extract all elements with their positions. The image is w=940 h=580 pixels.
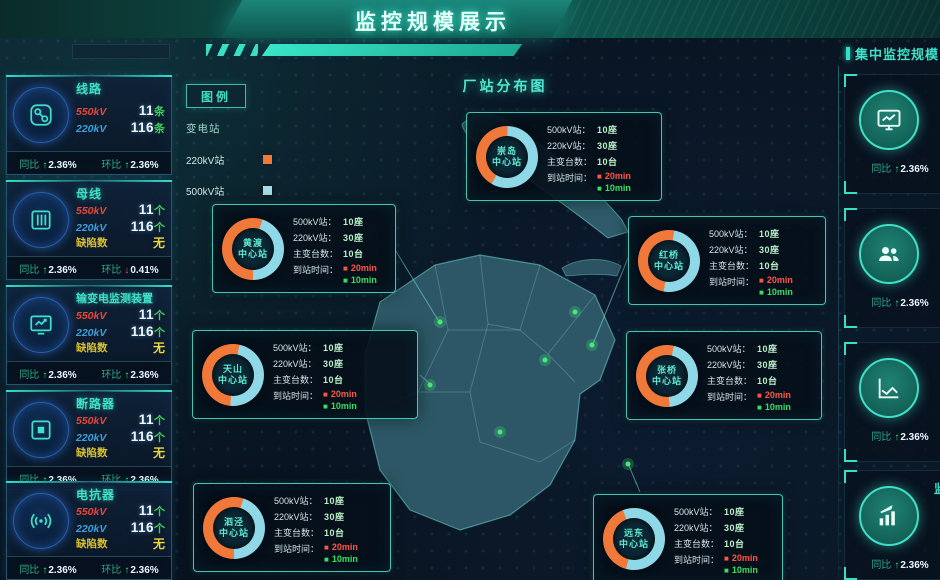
card-footer: 同比2.36% 环比0.41% bbox=[7, 256, 171, 279]
card-footer: 同比2.36% bbox=[845, 160, 940, 175]
stat-row: 550kV 11个 bbox=[76, 503, 165, 518]
right-card-trend[interactable]: 同比2.36% bbox=[844, 342, 940, 462]
station-donut-chart: 崇岛 中心站 bbox=[476, 125, 538, 188]
stat-row: 550kV 11个 bbox=[76, 412, 165, 427]
card-footer: 同比2.36% bbox=[845, 428, 940, 443]
card-label-fragment: 监控 bbox=[933, 482, 940, 496]
card-footer: 同比2.36% 环比2.36% bbox=[7, 361, 171, 384]
breaker-icon bbox=[13, 401, 69, 458]
decor-slab bbox=[72, 44, 170, 59]
map-title: 厂站分布图 bbox=[462, 78, 548, 94]
card-title: 输变电监测装置 bbox=[76, 293, 153, 305]
right-card-scale[interactable]: 监控 2 同比2.36% bbox=[844, 470, 940, 580]
card-title: 母线 bbox=[76, 187, 103, 201]
card-footer: 同比2.36% bbox=[845, 294, 940, 309]
banner-pattern bbox=[570, 0, 940, 38]
defect-row: 缺陷数无 bbox=[76, 341, 165, 355]
stat-row: 220kV 116个 bbox=[76, 429, 165, 444]
stat-row: 550kV 11个 bbox=[76, 307, 165, 322]
line-link-icon bbox=[13, 86, 69, 143]
stat-row: 550kV 11个 bbox=[76, 202, 165, 217]
legend-item-500kv[interactable]: 500kV站 bbox=[186, 183, 272, 198]
station-donut-chart: 张桥 中心站 bbox=[636, 344, 698, 407]
right-card-monitoring[interactable]: 集 同比2.36% bbox=[844, 74, 940, 194]
card-footer: 同比2.36% bbox=[845, 556, 940, 571]
top-banner bbox=[0, 0, 940, 38]
monitor-chart-icon bbox=[859, 90, 919, 150]
card-footer: 同比2.36% 环比2.36% bbox=[7, 151, 171, 174]
busbar-icon bbox=[13, 191, 69, 248]
bar-chart-icon bbox=[859, 486, 919, 546]
legend-swatch-220kv bbox=[263, 155, 272, 164]
line-chart-icon bbox=[859, 358, 919, 418]
station-donut-chart: 红桥 中心站 bbox=[638, 229, 700, 292]
right-card-users[interactable]: 同比2.36% bbox=[844, 208, 940, 328]
page-title: 监控规模展示 bbox=[355, 11, 511, 34]
stat-row: 220kV 116个 bbox=[76, 324, 165, 339]
defect-row: 缺陷数无 bbox=[76, 446, 165, 460]
card-title: 断路器 bbox=[76, 397, 116, 411]
right-panel-title: 集中监控规模 bbox=[846, 44, 939, 63]
stat-row: 550kV 11条 bbox=[76, 103, 165, 118]
station-donut-chart: 天山 中心站 bbox=[202, 343, 264, 406]
map-island-small bbox=[561, 259, 622, 277]
right-panel-divider bbox=[838, 66, 839, 580]
stat-row: 220kV 116个 bbox=[76, 219, 165, 234]
card-footer: 同比2.36% 环比2.36% bbox=[7, 556, 171, 579]
map-mainland bbox=[364, 254, 616, 531]
legend-title: 图例 bbox=[186, 84, 246, 108]
station-donut-chart: 远东 中心站 bbox=[603, 507, 665, 570]
title-tick-icon bbox=[846, 47, 850, 60]
monitor-device-icon bbox=[13, 296, 69, 353]
legend-item-220kv[interactable]: 220kV站 bbox=[186, 152, 272, 167]
stat-row: 220kV 116个 bbox=[76, 520, 165, 535]
station-donut-chart: 泗泾 中心站 bbox=[203, 496, 265, 559]
defect-row: 缺陷数无 bbox=[76, 537, 165, 551]
users-icon bbox=[859, 224, 919, 284]
stat-card-lines[interactable]: 线路 550kV 11条 220kV 116条 同比2.36% 环比2.36% bbox=[6, 75, 172, 175]
defect-row: 缺陷数无 bbox=[76, 236, 165, 250]
station-donut-chart: 黄渡 中心站 bbox=[222, 217, 284, 280]
map-legend: 图例 变电站 220kV站 500kV站 bbox=[186, 84, 296, 198]
legend-group-label: 变电站 bbox=[186, 123, 221, 135]
legend-swatch-500kv bbox=[263, 186, 272, 195]
card-title: 电抗器 bbox=[76, 488, 116, 502]
decor-stripes bbox=[206, 44, 523, 56]
card-title: 线路 bbox=[76, 82, 103, 96]
reactor-icon bbox=[13, 492, 69, 549]
stat-row: 220kV 116条 bbox=[76, 120, 165, 135]
